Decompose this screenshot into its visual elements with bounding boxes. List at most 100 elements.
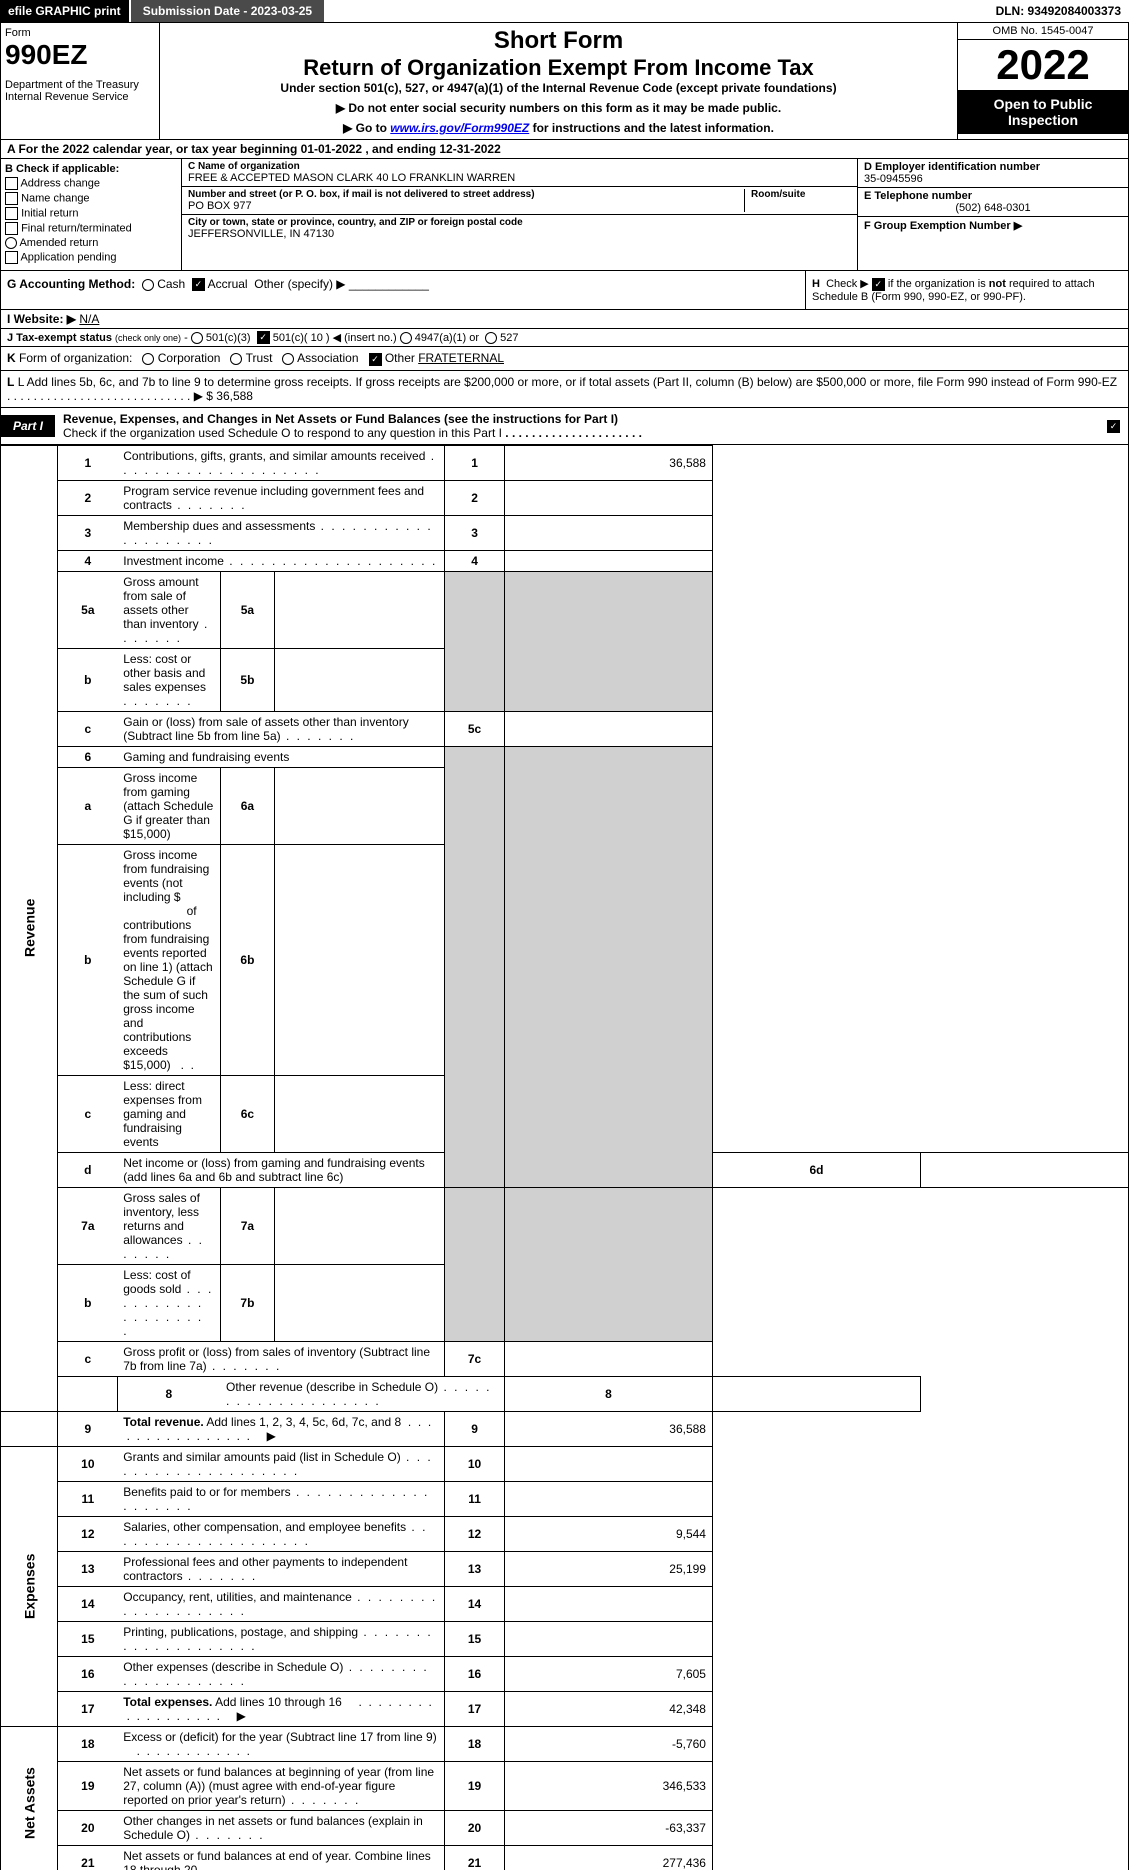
line-text: Contributions, gifts, grants, and simila… xyxy=(117,445,444,480)
line-15: 15 Printing, publications, postage, and … xyxy=(1,1621,1129,1656)
checkbox-icon[interactable] xyxy=(5,207,18,220)
line-text: Salaries, other compensation, and employ… xyxy=(117,1516,444,1551)
radio-icon[interactable] xyxy=(191,332,203,344)
irs-link[interactable]: www.irs.gov/Form990EZ xyxy=(390,121,529,135)
street-row: Number and street (or P. O. box, if mail… xyxy=(182,187,857,215)
line-num: 15 xyxy=(58,1621,117,1656)
line-num: 17 xyxy=(58,1691,117,1726)
short-form-title: Short Form xyxy=(164,27,953,55)
radio-icon[interactable] xyxy=(230,353,242,365)
line-rnum: 10 xyxy=(445,1446,505,1481)
checkbox-icon[interactable] xyxy=(5,222,18,235)
checkbox-icon[interactable]: ✓ xyxy=(257,331,270,344)
line-num: 10 xyxy=(58,1446,117,1481)
line-value xyxy=(505,550,713,571)
line-7a: 7a Gross sales of inventory, less return… xyxy=(1,1187,1129,1264)
line-text: Program service revenue including govern… xyxy=(117,480,444,515)
department-label: Department of the TreasuryInternal Reven… xyxy=(5,79,155,103)
line-num: d xyxy=(58,1152,117,1187)
line-rnum: 15 xyxy=(445,1621,505,1656)
sub-num: 6c xyxy=(220,1075,275,1152)
part1-check: ✓ xyxy=(1107,418,1120,432)
phone-row: E Telephone number (502) 648-0301 xyxy=(858,188,1128,217)
line-1: Revenue 1 Contributions, gifts, grants, … xyxy=(1,445,1129,480)
sub-value xyxy=(275,1264,445,1341)
revenue-side-label: Revenue xyxy=(1,445,58,1411)
check-application-pending: Application pending xyxy=(5,251,177,264)
checkbox-icon[interactable] xyxy=(5,251,18,264)
line-text: Membership dues and assessments xyxy=(117,515,444,550)
part1-header: Part I Revenue, Expenses, and Changes in… xyxy=(0,408,1129,445)
line-20: 20 Other changes in net assets or fund b… xyxy=(1,1810,1129,1845)
accrual-label: Accrual xyxy=(208,277,248,291)
shaded-cell xyxy=(445,571,505,711)
line-14: 14 Occupancy, rent, utilities, and maint… xyxy=(1,1586,1129,1621)
form-label: Form xyxy=(5,27,155,39)
sub-value xyxy=(275,648,445,711)
line-value: 42,348 xyxy=(505,1691,713,1726)
city-label: City or town, state or province, country… xyxy=(188,217,851,228)
radio-icon[interactable] xyxy=(485,332,497,344)
line-text: Benefits paid to or for members xyxy=(117,1481,444,1516)
form-number: 990EZ xyxy=(5,39,155,71)
city-row: City or town, state or province, country… xyxy=(182,215,857,242)
line-num: b xyxy=(58,648,117,711)
checkbox-icon[interactable]: ✓ xyxy=(369,353,382,366)
check-final-return: Final return/terminated xyxy=(5,222,177,235)
radio-icon[interactable] xyxy=(5,237,17,249)
sub-value xyxy=(275,571,445,648)
line-4: 4 Investment income 4 xyxy=(1,550,1129,571)
line-num: 9 xyxy=(58,1411,117,1446)
line-num: 8 xyxy=(117,1376,220,1411)
top-bar: efile GRAPHIC print Submission Date - 20… xyxy=(0,0,1129,23)
line-10: Expenses 10 Grants and similar amounts p… xyxy=(1,1446,1129,1481)
line-value: 277,436 xyxy=(505,1845,713,1870)
line-value: 36,588 xyxy=(505,1411,713,1446)
line-rnum: 18 xyxy=(445,1726,505,1761)
goto-suffix: for instructions and the latest informat… xyxy=(529,121,774,135)
sub-num: 5a xyxy=(220,571,275,648)
line-2: 2 Program service revenue including gove… xyxy=(1,480,1129,515)
accounting-method: G Accounting Method: Cash ✓ Accrual Othe… xyxy=(1,271,805,309)
cash-label: Cash xyxy=(157,277,185,291)
line-rnum: 12 xyxy=(445,1516,505,1551)
line-text: Professional fees and other payments to … xyxy=(117,1551,444,1586)
line-num: 6 xyxy=(58,746,117,767)
website-label: I Website: ▶ xyxy=(7,312,76,326)
line-rnum: 13 xyxy=(445,1551,505,1586)
line-text: Less: cost of goods sold xyxy=(117,1264,220,1341)
row-i-website: I Website: ▶ N/A xyxy=(0,310,1129,329)
section-b: B Check if applicable: Address change Na… xyxy=(1,159,182,270)
checkbox-icon[interactable]: ✓ xyxy=(1107,420,1120,433)
line-value: 36,588 xyxy=(505,445,713,480)
row-k-form-org: K Form of organization: Corporation Trus… xyxy=(0,347,1129,370)
sub-value xyxy=(275,767,445,844)
line-rnum: 17 xyxy=(445,1691,505,1726)
line-rnum: 8 xyxy=(505,1376,713,1411)
netassets-side-label: Net Assets xyxy=(1,1726,58,1870)
line-rnum: 19 xyxy=(445,1761,505,1810)
group-exemption-label: F Group Exemption Number ▶ xyxy=(864,219,1122,232)
section-b-title: B Check if applicable: xyxy=(5,163,177,175)
shaded-cell xyxy=(445,746,505,1187)
line-text: Other revenue (describe in Schedule O) xyxy=(220,1376,505,1411)
org-name-row: C Name of organization FREE & ACCEPTED M… xyxy=(182,159,857,187)
open-public-badge: Open to Public Inspection xyxy=(958,90,1128,134)
checkbox-accrual-icon[interactable]: ✓ xyxy=(192,278,205,291)
line-value xyxy=(505,1446,713,1481)
line-num: c xyxy=(58,1341,117,1376)
line-num: 2 xyxy=(58,480,117,515)
radio-icon[interactable] xyxy=(142,353,154,365)
line-rnum: 6d xyxy=(712,1152,920,1187)
line-text: Net assets or fund balances at beginning… xyxy=(117,1761,444,1810)
radio-icon[interactable] xyxy=(400,332,412,344)
sub-num: 7a xyxy=(220,1187,275,1264)
goto-instructions: ▶ Go to www.irs.gov/Form990EZ for instru… xyxy=(164,121,953,135)
radio-icon[interactable] xyxy=(282,353,294,365)
checkbox-icon[interactable] xyxy=(5,192,18,205)
check-h-icon[interactable]: ✓ xyxy=(872,278,885,291)
line-num: c xyxy=(58,711,117,746)
checkbox-icon[interactable] xyxy=(5,177,18,190)
radio-cash-icon[interactable] xyxy=(142,279,154,291)
line-value xyxy=(505,1341,713,1376)
